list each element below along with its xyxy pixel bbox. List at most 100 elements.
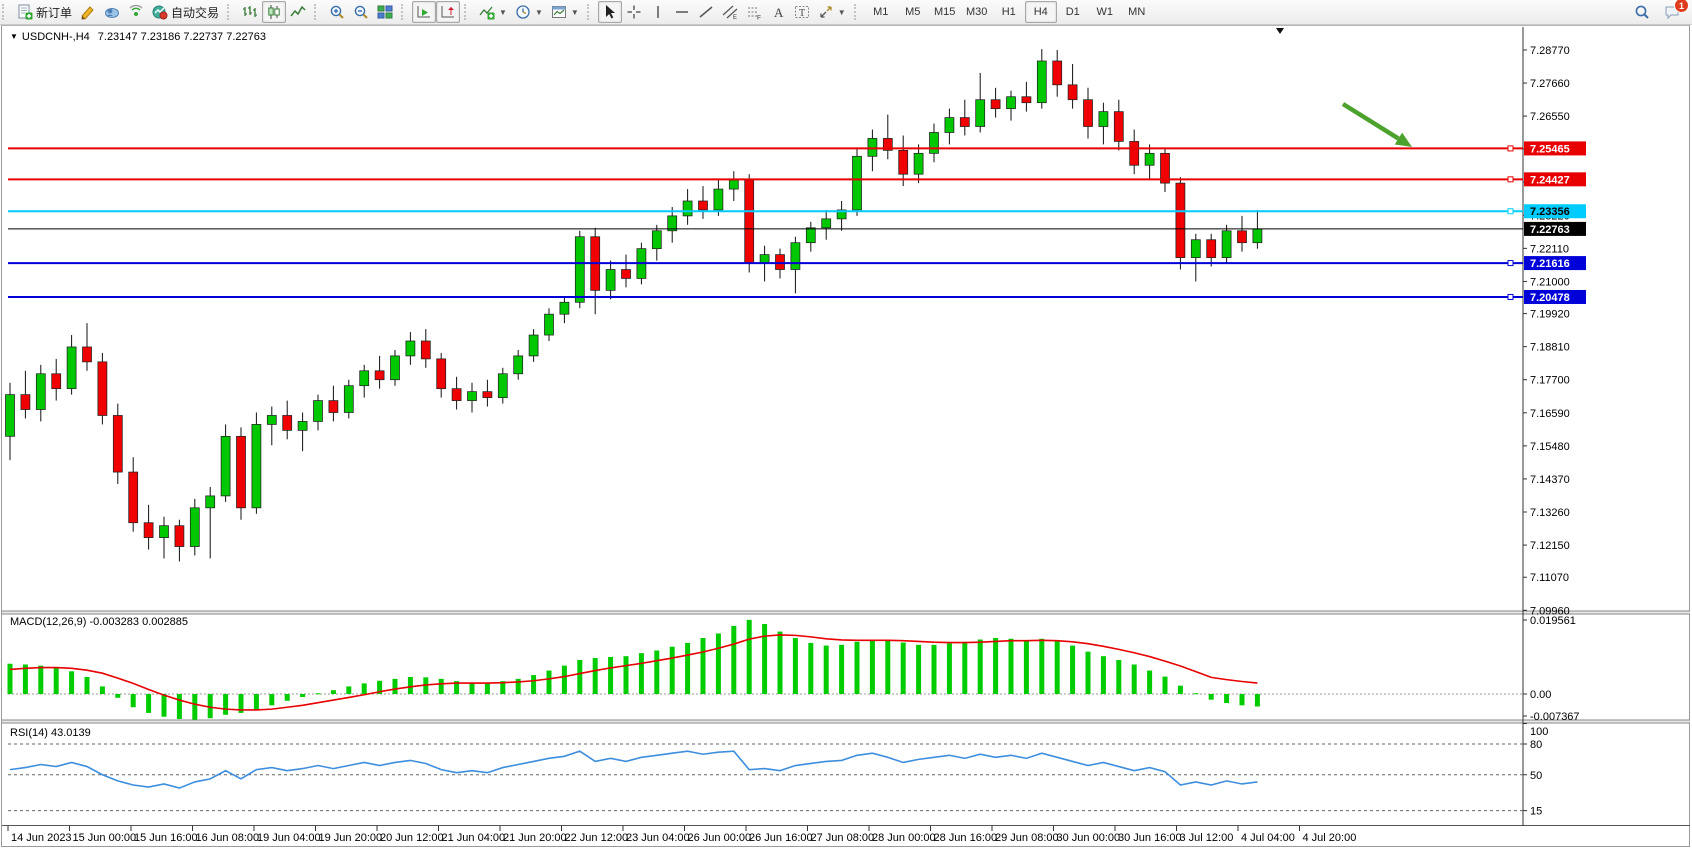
toolbar-group-timeframes: M1 M5 M15 M30 H1 H4 D1 W1 MN [863,0,1155,24]
text-button[interactable]: A [766,1,790,23]
panel-splitter[interactable] [2,611,1690,614]
level-handle[interactable] [1507,293,1514,300]
time-axis-label: 29 Jun 08:00 [995,832,1059,844]
toolbar-grip [464,4,471,20]
level-handle[interactable] [1507,176,1514,183]
macd-axis-label: 0.00 [1530,689,1551,701]
text-icon: A [770,4,786,20]
horizontal-line-button[interactable] [670,1,694,23]
panel-splitter[interactable] [2,720,1690,723]
annotation-arrow-head[interactable] [1394,132,1412,147]
toolbar-grip [2,4,9,20]
text-label-button[interactable]: T [790,1,814,23]
zoom-in-button[interactable] [325,1,349,23]
candle-body [852,155,862,211]
candle-body [205,495,216,509]
annotation-arrow-line[interactable] [1341,102,1400,141]
candlestick-button[interactable] [262,1,287,23]
indicators-button[interactable]: ▼ [475,1,511,23]
macd-histogram-bar [1208,694,1214,700]
timeframe-button-m30[interactable]: M30 [966,6,988,18]
timeframe-button-mn[interactable]: MN [1128,6,1146,18]
chart-symbol: USDCNH-,H4 [21,31,90,43]
candle-body [82,346,92,363]
mql5-community-button[interactable] [100,1,124,23]
time-axis-label: 30 Jun 16:00 [1118,832,1182,844]
level-price-badge [1524,256,1586,271]
chat-button[interactable]: 1 [1660,0,1689,23]
level-price-badge-label: 7.20478 [1530,292,1570,304]
candle-body [1036,60,1047,104]
cursor-button[interactable] [597,1,622,23]
timeframe-button-m1[interactable]: M1 [873,6,889,18]
timeframe-button-d1[interactable]: D1 [1065,6,1080,18]
level-price-badge-label: 7.22763 [1530,224,1570,236]
level-handle[interactable] [1507,260,1514,267]
level-handle[interactable] [1507,208,1514,215]
candle-body [189,507,200,547]
macd-histogram-bar [69,671,75,694]
candle-body [805,227,816,244]
auto-scroll-button[interactable] [412,1,437,23]
timeframe-button-h1[interactable]: H1 [1001,6,1016,18]
candle-body [929,132,939,154]
chart-shift-button[interactable] [436,1,461,23]
price-axis-label: 7.15480 [1530,441,1570,453]
macd-histogram-bar [500,681,506,694]
candle-body [343,385,354,413]
level-price-badge [1524,289,1586,304]
macd-histogram-bar [130,694,136,708]
equidistant-channel-button[interactable]: E [718,1,742,23]
candle-body [297,421,308,431]
chevron-down-icon: ▼ [570,7,579,17]
timeframe-button-w1[interactable]: W1 [1096,6,1113,18]
time-axis-label: 16 Jun 08:00 [196,832,260,844]
search-button[interactable] [1630,1,1654,23]
macd-histogram-bar [223,694,229,715]
macd-histogram-bar [22,664,28,694]
arrows-button[interactable]: ▼ [814,1,850,23]
macd-signal-line [9,634,1258,711]
timeframe-button-h4[interactable]: H4 [1024,1,1057,23]
candlestick-icon [266,4,282,20]
macd-histogram-bar [1254,694,1260,707]
timeframe-button-m5[interactable]: M5 [905,6,921,18]
new-order-button[interactable]: 新订单 [13,1,76,23]
candle-body [959,117,970,127]
time-axis-label: 21 Jun 20:00 [503,832,567,844]
templates-button[interactable]: ▼ [547,1,583,23]
metaeditor-button[interactable] [76,1,100,23]
macd-histogram-bar [1162,676,1168,694]
timeframe-button-m15[interactable]: M15 [934,6,956,18]
level-handle[interactable] [1507,145,1514,152]
macd-histogram-bar [284,694,290,701]
time-axis-label: 4 Jul 20:00 [1303,832,1357,844]
fibonacci-button[interactable]: F [742,1,766,23]
vertical-line-button[interactable] [646,1,670,23]
macd-histogram-bar [777,631,783,694]
line-chart-button[interactable] [286,1,310,23]
price-axis-label: 7.27660 [1530,78,1570,90]
bar-chart-button[interactable] [238,1,262,23]
signals-button[interactable] [124,1,148,23]
trendline-button[interactable] [694,1,718,23]
macd-histogram-bar [377,680,383,694]
periods-button[interactable]: ▼ [511,1,547,23]
macd-histogram-bar [38,665,44,694]
macd-histogram-bar [700,638,706,694]
candle-body [713,188,724,211]
macd-histogram-bar [561,665,567,694]
svg-text:A: A [774,5,784,20]
symbol-dropdown-icon[interactable]: ▼ [10,32,18,41]
macd-histogram-bar [1116,659,1122,694]
candle-body [728,179,739,190]
zoom-out-button[interactable] [349,1,373,23]
crosshair-button[interactable] [622,1,646,23]
autotrading-button[interactable]: 自动交易 [148,1,223,23]
tile-windows-button[interactable] [373,1,397,23]
svg-text:F: F [757,15,761,21]
price-axis-label: 7.19920 [1530,309,1570,321]
macd-histogram-bar [115,694,121,698]
candle-body [35,373,46,410]
